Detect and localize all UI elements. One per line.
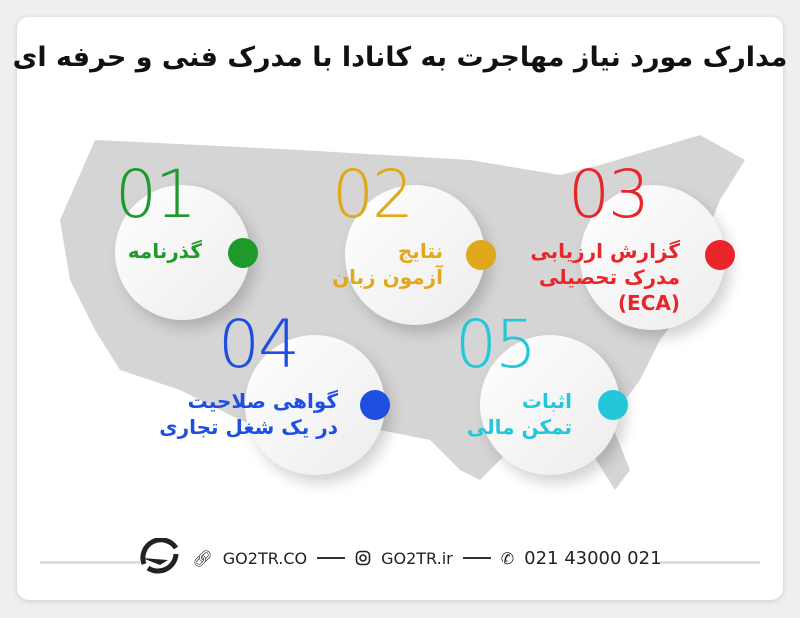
step-label-02: نتایج آزمون زبان bbox=[332, 238, 443, 290]
link-icon: 🔗︎ bbox=[192, 548, 213, 568]
accent-dot-04 bbox=[360, 390, 390, 420]
step-number-01: 01 bbox=[115, 156, 197, 233]
label-line: اثبات bbox=[521, 389, 572, 413]
accent-dot-03 bbox=[705, 240, 735, 270]
card-circle-01 bbox=[115, 185, 250, 320]
card-circle-03 bbox=[580, 185, 725, 330]
separator bbox=[462, 557, 491, 559]
label-line: (ECA) bbox=[617, 291, 680, 315]
label-line: گذرنامه bbox=[127, 239, 202, 263]
card-circle-02 bbox=[345, 185, 485, 325]
footer-divider-right bbox=[660, 561, 760, 564]
label-line: در یک شغل تجاری bbox=[159, 415, 338, 439]
step-number-05: 05 bbox=[455, 306, 537, 383]
step-label-05: اثبات تمکن مالی bbox=[467, 388, 572, 440]
go2tr-logo-icon bbox=[140, 538, 179, 574]
accent-dot-01 bbox=[228, 238, 258, 268]
website-link[interactable]: GO2TR.CO bbox=[222, 548, 308, 568]
accent-dot-02 bbox=[466, 240, 496, 270]
step-label-03: گزارش ارزیابی مدرک تحصیلی (ECA) bbox=[530, 238, 680, 316]
phone-icon: ✆ bbox=[500, 548, 515, 568]
phone-number[interactable]: 021 43000 021 bbox=[524, 547, 662, 569]
card-circle-05 bbox=[480, 335, 620, 475]
accent-dot-05 bbox=[598, 390, 628, 420]
step-number-02: 02 bbox=[332, 156, 414, 233]
page-title: مدارک مورد نیاز مهاجرت به کانادا با مدرک… bbox=[12, 42, 788, 73]
instagram-link[interactable]: GO2TR.ir bbox=[381, 548, 453, 568]
label-line: مدرک تحصیلی bbox=[538, 265, 680, 289]
step-label-04: گواهی صلاحیت در یک شغل تجاری bbox=[159, 388, 338, 440]
label-line: گواهی صلاحیت bbox=[187, 389, 338, 413]
footer-divider-left bbox=[40, 561, 140, 564]
step-label-01: گذرنامه bbox=[128, 238, 202, 264]
label-line: نتایج bbox=[397, 239, 443, 263]
separator bbox=[317, 557, 346, 559]
step-number-04: 04 bbox=[218, 306, 300, 383]
label-line: گزارش ارزیابی bbox=[530, 239, 680, 263]
footer: 🔗︎ GO2TR.CO GO2TR.ir ✆ 021 43000 021 bbox=[0, 538, 800, 576]
instagram-icon bbox=[355, 550, 371, 566]
label-line: تمکن مالی bbox=[466, 415, 572, 439]
step-number-03: 03 bbox=[568, 156, 650, 233]
label-line: آزمون زبان bbox=[332, 265, 443, 289]
